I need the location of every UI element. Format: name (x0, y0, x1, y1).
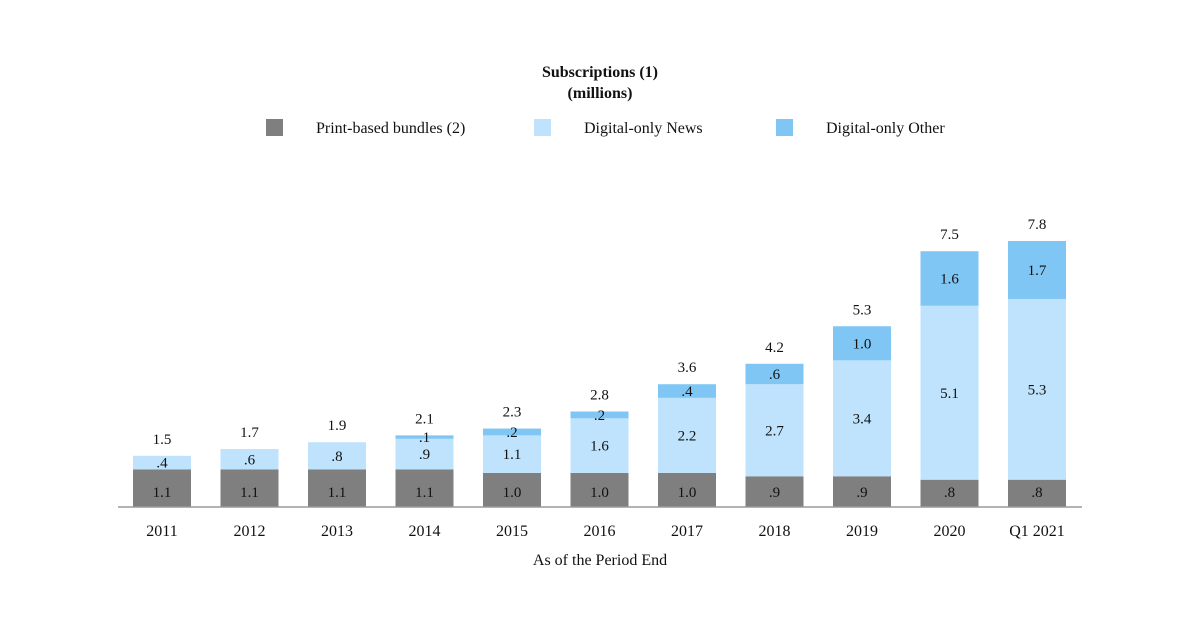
x-tick-label: 2011 (146, 523, 177, 540)
total-label: 1.5 (153, 432, 172, 448)
bar-segment (570, 411, 629, 419)
data-label: .6 (244, 452, 256, 468)
bar-segment (483, 472, 541, 507)
x-tick-label: 2012 (234, 523, 266, 540)
bar-segment (308, 442, 366, 470)
total-label: 5.3 (853, 302, 872, 318)
data-label: .9 (419, 447, 430, 463)
bar-segment (920, 251, 979, 306)
x-tick-label: 2015 (496, 523, 528, 540)
x-tick-label: 2017 (671, 523, 703, 540)
data-label: 2.7 (765, 423, 784, 439)
bar-segment (395, 435, 454, 439)
data-label: .8 (944, 485, 955, 501)
bar-segment (308, 469, 366, 507)
bar-segment (483, 435, 541, 473)
x-tick-label: 2019 (846, 523, 878, 540)
bar-segment (395, 438, 454, 470)
bar-segment (745, 476, 804, 507)
legend: Print-based bundles (2) Digital-only News… (266, 119, 945, 137)
total-label: 3.6 (678, 360, 697, 376)
data-label: 1.1 (240, 485, 259, 501)
total-label: 2.1 (415, 411, 434, 427)
bar-segment (920, 479, 979, 507)
legend-swatch (534, 119, 551, 136)
data-label: 1.6 (590, 439, 609, 455)
x-tick-label: 2013 (321, 523, 353, 540)
data-label: .6 (769, 367, 781, 383)
x-tick-label: 2016 (584, 523, 616, 540)
data-label: .8 (1031, 485, 1042, 501)
data-label: .1 (419, 430, 430, 446)
bar-segment (833, 360, 891, 477)
data-label: 5.1 (940, 386, 959, 402)
x-tick-label: Q1 2021 (1009, 523, 1065, 540)
bar-segment (833, 326, 891, 361)
data-label: 5.3 (1028, 382, 1047, 398)
legend-label: Print-based bundles (2) (316, 120, 465, 137)
bar-segment (1008, 298, 1066, 480)
data-label: 1.0 (678, 485, 697, 501)
data-label: .4 (156, 456, 168, 472)
chart-subtitle: (millions) (568, 85, 633, 102)
bar-segment (395, 469, 454, 507)
data-label: 3.4 (853, 411, 872, 427)
data-label: .9 (856, 485, 867, 501)
bar-segment (1008, 479, 1066, 507)
total-label: 7.5 (940, 227, 959, 243)
bar-segment (833, 476, 891, 507)
legend-label: Digital-only News (584, 120, 703, 137)
legend-swatch (776, 119, 793, 136)
data-label: 1.1 (328, 485, 347, 501)
x-tick-label: 2018 (759, 523, 791, 540)
data-label: .2 (594, 408, 605, 424)
legend-swatch (266, 119, 283, 136)
bars: 1.1.41.51.1.61.71.1.81.91.1.9.12.11.01.1… (133, 217, 1066, 507)
data-label: 1.0 (853, 336, 872, 352)
bar-segment (658, 397, 716, 473)
data-label: 1.0 (590, 485, 609, 501)
data-label: 1.1 (503, 447, 522, 463)
data-label: 1.7 (1028, 263, 1047, 279)
data-label: 1.1 (153, 485, 172, 501)
bar-segment (745, 363, 804, 385)
data-label: 2.2 (678, 428, 697, 444)
total-label: 1.7 (240, 425, 259, 441)
legend-label: Digital-only Other (826, 120, 945, 137)
x-tick-label: 2020 (934, 523, 966, 540)
total-label: 4.2 (765, 340, 784, 356)
total-label: 1.9 (328, 418, 347, 434)
bar-segment (133, 455, 191, 470)
bar-segment (745, 384, 804, 477)
data-label: 1.6 (940, 272, 959, 288)
total-label: 7.8 (1028, 217, 1047, 233)
bar-segment (1008, 241, 1066, 299)
x-axis-label: As of the Period End (533, 552, 667, 569)
total-label: 2.3 (503, 405, 522, 421)
data-label: .4 (681, 384, 693, 400)
x-tick-label: 2014 (409, 523, 441, 540)
x-tick-labels: 2011 2012 2013 2014 2015 2016 2017 2018 2019 2020… (146, 523, 1064, 540)
chart-title: Subscriptions (1) (542, 64, 658, 81)
bar-segment (658, 472, 716, 507)
data-label: .8 (331, 449, 342, 465)
bar-segment (220, 469, 279, 507)
bar-segment (920, 305, 979, 480)
data-label: 1.0 (503, 485, 522, 501)
bar-segment (658, 384, 716, 398)
bar-segment (133, 469, 191, 507)
data-label: .2 (506, 425, 517, 441)
bar-segment (570, 472, 629, 507)
total-label: 2.8 (590, 388, 609, 404)
data-label: .9 (769, 485, 780, 501)
bar-segment (483, 428, 541, 436)
bar-segment (220, 449, 279, 470)
bar-segment (570, 418, 629, 473)
data-label: 1.1 (415, 485, 434, 501)
